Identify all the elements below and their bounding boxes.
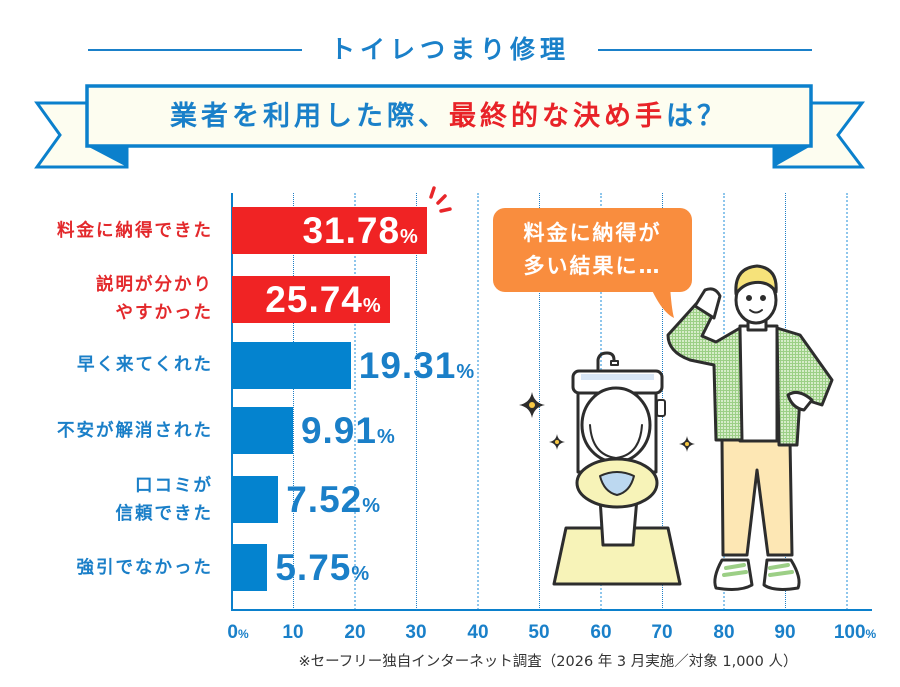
man-illustration — [666, 264, 834, 591]
x-tick-label: 0% — [227, 622, 249, 643]
gridline-100 — [846, 193, 848, 610]
bar-value-label: 25.74% — [265, 279, 381, 320]
question-part-1: 業者を利用した際、 — [170, 101, 449, 132]
bar-value-label: 7.52% — [286, 479, 381, 520]
bar — [232, 207, 428, 254]
category-label: 説明が分かり やすかった — [96, 275, 213, 323]
x-tick-label: 30 — [405, 622, 427, 643]
speech-bubble-tail — [650, 286, 674, 318]
bar-value-label: 19.31% — [358, 345, 475, 386]
bar — [232, 544, 268, 591]
bar — [232, 276, 391, 323]
bar-value-label: 5.75% — [275, 547, 370, 588]
question-part-2: は？ — [666, 101, 728, 132]
bar-value-label: 31.78% — [302, 210, 418, 251]
x-tick-label: 100% — [833, 622, 877, 643]
category-label: 強引でなかった — [76, 558, 213, 578]
speech-bubble-line-2: 多い結果に… — [523, 254, 662, 278]
category-label: 料金に納得できた — [57, 221, 213, 241]
gridline-40 — [477, 193, 479, 610]
x-tick-label: 50 — [528, 622, 550, 643]
bar — [232, 407, 293, 454]
speech-bubble-line-1: 料金に納得が — [523, 221, 662, 245]
x-tick-label: 20 — [344, 622, 366, 643]
x-tick-label: 10 — [282, 622, 304, 643]
x-tick-label: 70 — [651, 622, 673, 643]
x-tick-label: 80 — [713, 622, 735, 643]
emphasis-marks-icon — [429, 186, 452, 213]
x-tick-label: 60 — [590, 622, 612, 643]
gridline-20 — [354, 193, 356, 610]
x-tick-label: 90 — [774, 622, 796, 643]
survey-footnote: ※セーフリー独自インターネット調査（2026 年 3 月実施／対象 1,000 … — [298, 654, 798, 670]
x-axis — [231, 609, 872, 611]
gridline-50 — [539, 193, 540, 610]
category-label: 口コミが 信頼できた — [115, 476, 213, 524]
speech-bubble — [493, 208, 692, 292]
y-axis — [231, 193, 233, 611]
toilet-icon — [552, 351, 682, 586]
bar-value-label: 9.91% — [300, 410, 395, 451]
sparkle-icon — [519, 392, 695, 452]
bar — [232, 476, 279, 523]
page-subtitle: トイレつまり修理 — [329, 35, 570, 64]
question-emphasis: 最終的な決め手 — [449, 101, 666, 132]
title-rule-right — [598, 49, 812, 51]
speech-bubble-text: 料金に納得が 多い結果に… — [493, 217, 692, 283]
ribbon-banner — [34, 84, 865, 169]
gridline-30 — [416, 193, 417, 610]
gridline-10 — [293, 193, 294, 610]
category-label: 早く来てくれた — [77, 355, 213, 375]
x-tick-label: 40 — [467, 622, 489, 643]
question-heading: 業者を利用した際、最終的な決め手は？ — [87, 97, 811, 137]
title-rule-left — [88, 49, 302, 51]
category-label: 不安が解消された — [57, 421, 213, 441]
bar — [232, 342, 351, 389]
